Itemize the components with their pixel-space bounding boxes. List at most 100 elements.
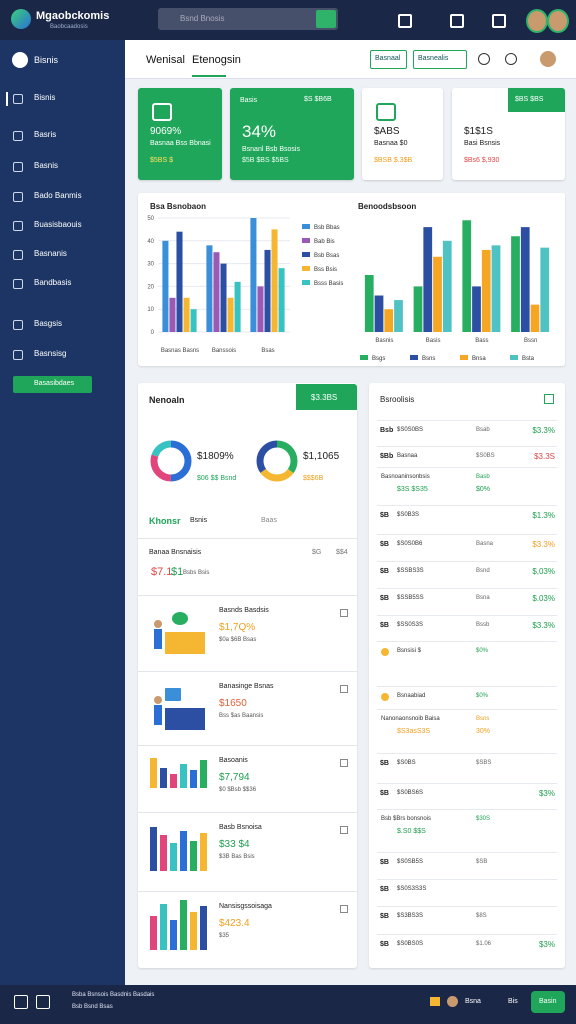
x-tick-label: Bass (475, 338, 488, 344)
nav-item[interactable]: Buasisbaouis (34, 220, 82, 229)
nav-item[interactable]: Basgsis (34, 319, 63, 328)
summary-button[interactable] (296, 384, 357, 410)
item-title: Nansisgssoisaga (219, 903, 272, 910)
item-value: $1,7Q% (219, 622, 256, 633)
nav-item[interactable]: Bado Banmis (34, 191, 82, 200)
sidebar-header: Bisnis (34, 55, 59, 65)
row-mid: $SB (476, 859, 488, 865)
divider (138, 538, 357, 539)
mini-value: $7.1 (151, 566, 173, 578)
summary-title: Nenoaln (149, 395, 185, 405)
y-tick-label: 20 (147, 284, 154, 290)
illustration (154, 705, 162, 725)
header-icon (478, 53, 490, 65)
header-button-text: Basnaal (375, 55, 401, 62)
bar (520, 227, 530, 332)
nav-icon (13, 250, 23, 260)
row-name: $S0S0B6 (397, 541, 423, 547)
divider (377, 879, 557, 880)
illustration (150, 758, 157, 788)
row-code: $Bb (380, 453, 394, 460)
y-tick-label: 50 (147, 216, 154, 222)
portfolio-title: Bsroolisis (380, 395, 415, 404)
chart: Basnis Basis Bass Bssn Bsgs Bsns Bnsa Bsta (360, 220, 550, 362)
tab: Wenisal (146, 54, 185, 66)
item-sub: $35 (219, 933, 230, 939)
legend-label: Bsgs (372, 356, 385, 362)
nav-icon (13, 320, 23, 330)
illustration (154, 620, 162, 628)
item-value: $7,794 (219, 772, 250, 783)
nav-item[interactable]: Basris (34, 130, 57, 139)
x-tick-label: Basnas Basns (161, 348, 199, 354)
nav-item[interactable]: Basnis (34, 161, 59, 170)
row-name2: $S3asS3S (397, 728, 431, 735)
header-button[interactable] (370, 50, 407, 69)
row-code: Bsb (380, 427, 394, 434)
divider (377, 588, 557, 589)
row-mid: Bsns (476, 716, 490, 722)
section-value: $$4 (336, 549, 348, 556)
nav-icon (13, 131, 23, 141)
bar (169, 297, 176, 332)
section-value: $G (312, 549, 322, 556)
divider (377, 505, 557, 506)
header-button[interactable] (413, 50, 467, 69)
row-value: $3.3% (532, 621, 555, 630)
item-title: Basb Bsnoisa (219, 824, 262, 831)
row-code: $B (380, 913, 389, 920)
divider (138, 671, 357, 672)
x-tick-label: Basis (426, 338, 441, 344)
y-tick-label: 40 (147, 239, 154, 245)
footer-avatar (447, 996, 458, 1007)
footer-button[interactable] (531, 991, 565, 1013)
x-tick-label: Banssois (212, 348, 236, 354)
bar (271, 229, 278, 332)
y-tick-label: 30 (147, 262, 154, 268)
divider (138, 891, 357, 892)
legend-label: Bsss Basis (314, 281, 343, 287)
section-title: Banaa Bnsnaisis (149, 549, 202, 556)
row-code: $B (380, 859, 389, 866)
kpi-sub: $5B $BS $5BS (242, 157, 289, 164)
item-icon (340, 759, 348, 767)
bar (540, 247, 550, 332)
divider (377, 783, 557, 784)
summary-button-text: $3.3BS (311, 393, 338, 402)
divider (377, 534, 557, 535)
legend-swatch (302, 224, 310, 229)
item-title: Basoanis (219, 757, 248, 764)
nav-item[interactable]: Basnanis (34, 249, 67, 258)
bar (213, 252, 220, 332)
nav-item[interactable]: Bisnis (34, 93, 56, 102)
nav-item[interactable]: Bandbasis (34, 278, 72, 287)
row-coin (381, 648, 389, 656)
nav-item[interactable]: Basnsisg (34, 349, 67, 358)
row-value: $.03% (532, 594, 555, 603)
search-text: Bsnd Bnosis (180, 14, 225, 23)
bar (227, 297, 234, 332)
kpi-sub: $Bs6 $,930 (464, 157, 500, 164)
divider (377, 753, 557, 754)
sidebar-button[interactable] (13, 376, 92, 393)
row-code: $B (380, 886, 389, 893)
search-button[interactable] (316, 10, 336, 28)
row-name: Bsnaabiad (397, 693, 426, 699)
donut-value: $1809% (197, 451, 234, 462)
divider (377, 709, 557, 710)
row-mid: $S0BS (476, 453, 495, 459)
row-name: Nanonaonsnoib Baisa (381, 716, 440, 722)
legend-swatch (302, 238, 310, 243)
kpi-label: Bsnanl Bsb Bsosis (242, 146, 300, 153)
item-value: $1650 (219, 698, 247, 709)
illustration (160, 904, 167, 950)
nav-icon (13, 94, 23, 104)
search-box (158, 8, 338, 30)
bar (234, 281, 241, 332)
item-title: Banasinge Bsnas (219, 683, 274, 690)
row-name: $S3BS3S (397, 913, 424, 919)
x-tick-label: Bssn (524, 338, 537, 344)
illustration (165, 688, 181, 701)
divider (377, 852, 557, 853)
kpi-corner-bg (508, 88, 565, 112)
